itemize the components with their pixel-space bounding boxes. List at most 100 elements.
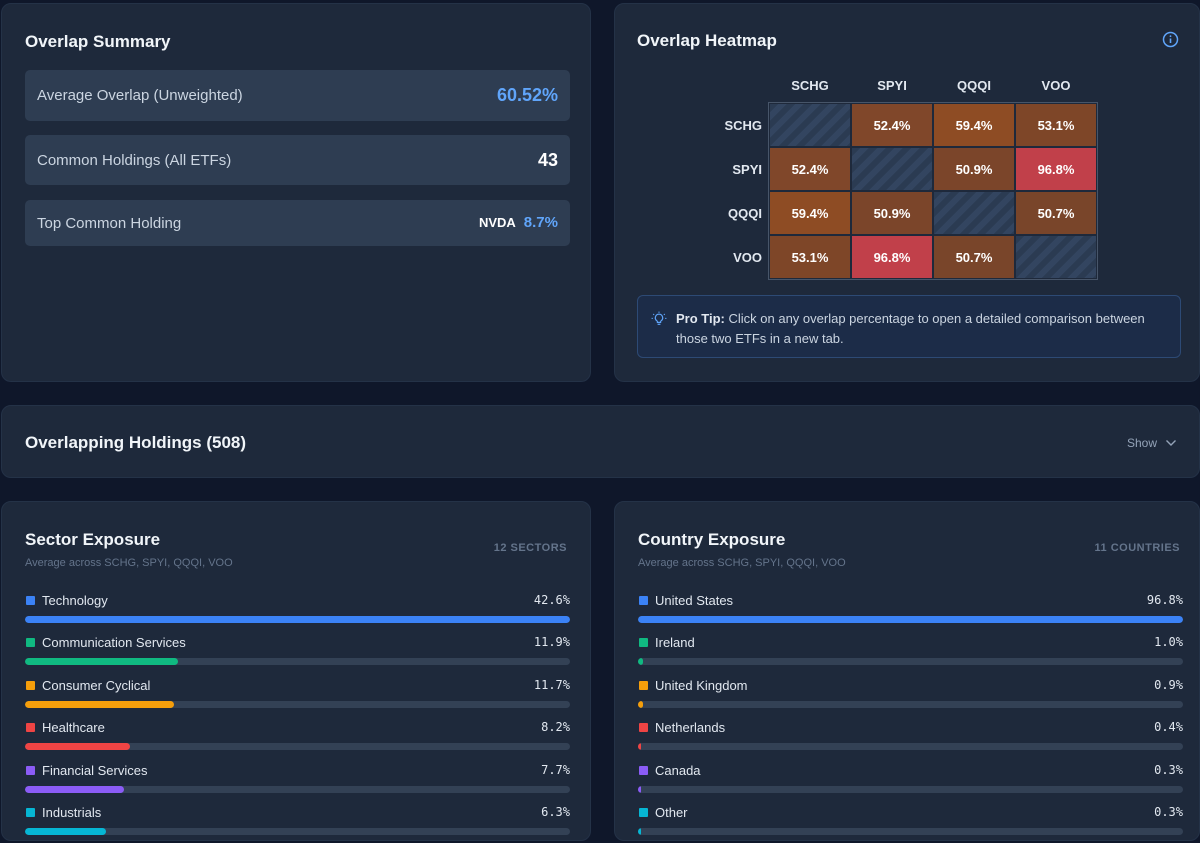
sector-name: Communication Services: [42, 635, 186, 651]
lightbulb-icon: [651, 311, 667, 325]
chevron-down-icon: [1166, 440, 1176, 446]
country-exposure-card: Country Exposure Average across SCHG, SP…: [614, 501, 1200, 841]
overlapping-holdings-title: Overlapping Holdings (508): [25, 433, 247, 452]
heatmap-cell: [933, 191, 1015, 235]
heatmap-cell[interactable]: 50.9%: [851, 191, 933, 235]
heatmap-cell[interactable]: 59.4%: [769, 191, 851, 235]
overlapping-holdings-card: Overlapping Holdings (508) Show: [1, 405, 1200, 478]
country-name: Canada: [655, 762, 701, 778]
sector-name: Financial Services: [42, 762, 148, 778]
sector-bar-fill: [25, 616, 570, 623]
common-holdings-label: Common Holdings (All ETFs): [37, 151, 232, 169]
overlap-summary-card: Overlap Summary Average Overlap (Unweigh…: [1, 3, 591, 382]
country-name: United Kingdom: [655, 677, 748, 693]
country-bar-track: [638, 785, 1183, 793]
country-bar-track: [638, 658, 1183, 666]
sector-value: 8.2%: [541, 720, 570, 735]
heatmap-cell[interactable]: 96.8%: [1015, 147, 1097, 191]
sector-color-swatch: [26, 723, 35, 733]
common-holdings-value: 43: [537, 149, 558, 170]
info-icon[interactable]: [1162, 31, 1179, 48]
sector-bar-fill: [25, 743, 130, 751]
sector-name: Industrials: [42, 805, 102, 820]
sector-value: 7.7%: [541, 762, 570, 777]
average-overlap-value: 60.52%: [496, 85, 558, 105]
country-bar-track: [638, 743, 1183, 751]
common-holdings-stat: Common Holdings (All ETFs) 43: [25, 135, 570, 185]
heatmap-cell[interactable]: 53.1%: [1015, 103, 1097, 147]
sector-row: Financial Services 7.7%: [25, 763, 570, 801]
sector-row: Communication Services 11.9%: [25, 635, 570, 673]
top-holding-percent: 8.7%: [523, 214, 558, 231]
country-row: Netherlands 0.4%: [638, 720, 1183, 758]
sector-row: Technology 42.6%: [25, 593, 570, 631]
country-color-swatch: [639, 680, 648, 690]
average-overlap-label: Average Overlap (Unweighted): [37, 87, 243, 104]
heatmap-cell[interactable]: 52.4%: [769, 147, 851, 191]
country-bar-fill: [638, 658, 644, 666]
pro-tip-text: Click on any overlap percentage to open …: [676, 311, 1145, 346]
heatmap-col-header-qqqi: QQQI: [957, 78, 991, 93]
sector-name: Consumer Cyclical: [42, 677, 151, 693]
country-row: Other 0.3%: [638, 805, 1183, 843]
country-value: 0.4%: [1154, 720, 1183, 735]
country-bar-track: [638, 700, 1183, 708]
heatmap-col-header-schg: SCHG: [791, 78, 829, 93]
sector-bar-track: [25, 785, 570, 793]
country-color-swatch: [639, 638, 648, 648]
country-name: Ireland: [655, 635, 695, 651]
sector-count: 12 SECTORS: [493, 542, 567, 554]
country-value: 0.9%: [1154, 677, 1183, 692]
country-row: Ireland 1.0%: [638, 635, 1183, 673]
country-bar-fill: [638, 616, 1183, 623]
top-common-holding-value: NVDA 8.7%: [479, 214, 558, 232]
heatmap-grid: 52.4% 59.4% 53.1% 52.4% 50.9% 96.8% 59.4…: [768, 102, 1098, 280]
heatmap-cell[interactable]: 52.4%: [851, 103, 933, 147]
country-color-swatch: [639, 723, 648, 733]
sector-name: Healthcare: [42, 720, 105, 736]
heatmap-row-header-schg: SCHG: [724, 118, 762, 133]
sector-value: 11.9%: [533, 635, 570, 650]
sector-color-swatch: [26, 765, 35, 775]
country-row: United Kingdom 0.9%: [638, 678, 1183, 716]
overlap-summary-title: Overlap Summary: [25, 32, 171, 51]
average-overlap-stat: Average Overlap (Unweighted) 60.52%: [25, 70, 570, 121]
heatmap-cell[interactable]: 50.9%: [933, 147, 1015, 191]
top-common-holding-label: Top Common Holding: [37, 214, 182, 232]
heatmap-col-header-spyi: SPYI: [877, 78, 907, 93]
heatmap-cell[interactable]: 50.7%: [933, 235, 1015, 279]
country-bar-fill: [638, 743, 641, 751]
heatmap-row-header-qqqi: QQQI: [728, 206, 762, 221]
sector-row: Healthcare 8.2%: [25, 720, 570, 758]
sector-color-swatch: [26, 638, 35, 648]
country-value: 0.3%: [1154, 805, 1183, 819]
country-color-swatch: [639, 808, 648, 817]
country-value: 96.8%: [1146, 593, 1183, 607]
sector-exposure-subtitle: Average across SCHG, SPYI, QQQI, VOO: [25, 557, 233, 569]
sector-color-swatch: [26, 596, 35, 605]
country-name: Other: [655, 805, 688, 820]
country-row: United States 96.8%: [638, 593, 1183, 631]
sector-row: Industrials 6.3%: [25, 805, 570, 843]
sector-bar-track: [25, 700, 570, 708]
show-holdings-label: Show: [1126, 436, 1157, 450]
heatmap-cell[interactable]: 96.8%: [851, 235, 933, 279]
heatmap-cell: [851, 147, 933, 191]
sector-value: 11.7%: [533, 677, 570, 692]
heatmap-cell[interactable]: 50.7%: [1015, 191, 1097, 235]
top-common-holding-stat: Top Common Holding NVDA 8.7%: [25, 200, 570, 246]
country-count: 11 COUNTRIES: [1094, 542, 1180, 554]
sector-bar-track: [25, 658, 570, 666]
country-exposure-title: Country Exposure: [638, 530, 786, 549]
sector-exposure-title: Sector Exposure: [25, 530, 161, 549]
top-holding-ticker: NVDA: [478, 215, 516, 230]
country-value: 0.3%: [1154, 762, 1183, 777]
sector-exposure-card: Sector Exposure Average across SCHG, SPY…: [1, 501, 591, 841]
overlap-heatmap-title: Overlap Heatmap: [637, 31, 777, 50]
heatmap-cell[interactable]: 59.4%: [933, 103, 1015, 147]
show-holdings-button[interactable]: Show: [1127, 436, 1177, 450]
sector-bar-fill: [25, 658, 178, 666]
country-name: Netherlands: [655, 720, 726, 736]
country-bar-fill: [638, 785, 641, 793]
heatmap-cell[interactable]: 53.1%: [769, 235, 851, 279]
